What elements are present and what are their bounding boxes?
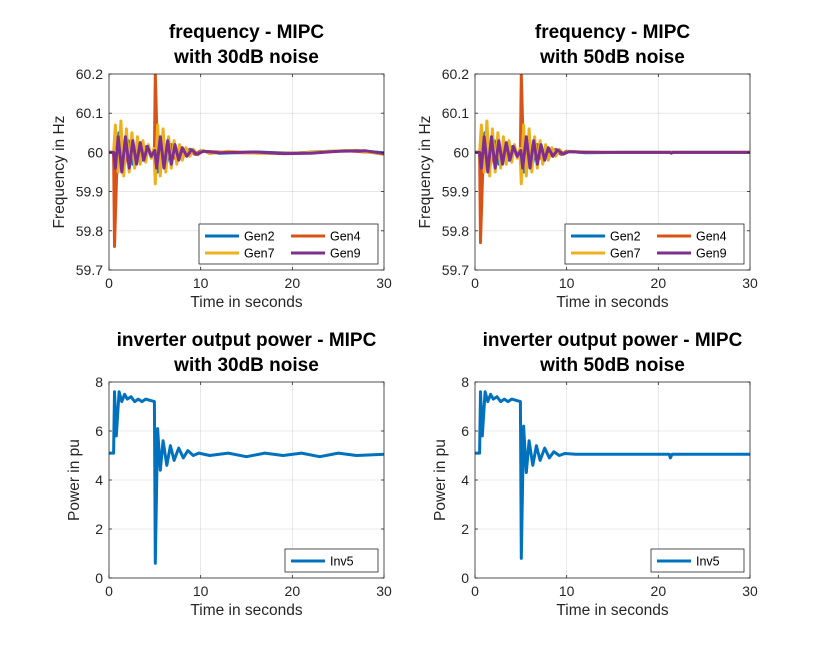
legend-label: Gen4 [696,230,727,244]
chart-title-line: with 50dB noise [539,47,685,68]
legend-label: Inv5 [696,555,720,569]
y-tick-label: 2 [461,521,469,537]
x-tick-label: 0 [471,583,479,599]
y-axis-label: Power in pu [66,439,83,521]
series-line-gen9 [475,135,750,174]
x-tick-label: 10 [193,275,209,291]
series-line-gen9 [109,135,384,174]
axes-box [474,73,751,271]
x-tick-label: 0 [105,583,113,599]
y-tick-label: 6 [461,423,469,439]
y-tick-label: 59.7 [442,262,469,278]
legend-label: Gen7 [244,247,275,261]
legend: Inv5 [650,548,745,573]
x-tick-label: 10 [559,583,575,599]
y-tick-label: 59.8 [442,223,469,239]
series-group [475,390,750,560]
y-tick-label: 60.1 [76,105,103,121]
y-tick-label: 2 [95,521,103,537]
chart-title-line: inverter output power - MIPC [483,330,743,351]
axes-box [108,73,385,271]
legend-label: Gen9 [330,247,361,261]
chart-title-line: with 50dB noise [539,355,685,376]
series-group [475,74,750,245]
legend-label: Gen4 [330,230,361,244]
legend-label: Gen9 [696,247,727,261]
x-tick-label: 30 [742,583,758,599]
x-tick-label: 0 [471,275,479,291]
chart-title-line: frequency - MIPC [169,22,324,43]
chart-panel-pow30: 0 10 20 30 0 2 4 6 8 Time in seconds Power in pu in… [66,330,392,619]
y-tick-label: 60.2 [76,66,103,82]
legend-label: Gen7 [610,247,641,261]
y-tick-label: 8 [461,374,469,390]
x-tick-label: 30 [376,583,392,599]
y-tick-label: 60 [453,144,469,160]
x-tick-label: 20 [651,583,667,599]
x-tick-label: 30 [742,275,758,291]
legend-box [198,223,379,265]
chart-title-line: with 30dB noise [173,47,319,68]
x-axis-label: Time in seconds [190,602,303,619]
y-axis-label: Frequency in Hz [417,116,434,229]
legend-box [564,223,745,265]
x-tick-label: 20 [285,275,301,291]
x-tick-label: 10 [193,583,209,599]
chart-panel-freq50: 0 10 20 30 59.7 59.8 59.9 60 60.1 60.2 Time in sec… [417,22,758,311]
y-axis-label: Power in pu [432,439,449,521]
legend: Gen2 Gen4 Gen7 Gen9 [564,223,745,265]
x-axis-label: Time in seconds [190,294,303,311]
y-tick-label: 4 [95,472,103,488]
legend-box [284,548,379,573]
x-tick-label: 0 [105,275,113,291]
legend-box [650,548,745,573]
y-tick-label: 60 [87,144,103,160]
y-tick-label: 60.1 [442,105,469,121]
series-group [109,390,384,565]
x-tick-label: 20 [651,275,667,291]
chart-title-line: inverter output power - MIPC [117,330,377,351]
chart-title-line: frequency - MIPC [535,22,690,43]
legend: Gen2 Gen4 Gen7 Gen9 [198,223,379,265]
y-tick-label: 0 [95,570,103,586]
x-axis-label: Time in seconds [556,294,669,311]
y-tick-label: 59.9 [442,184,469,200]
legend-label: Gen2 [610,230,641,244]
x-axis-label: Time in seconds [556,602,669,619]
y-tick-label: 8 [95,374,103,390]
chart-panel-pow50: 0 10 20 30 0 2 4 6 8 Time in seconds Power in pu in… [432,330,758,619]
y-tick-label: 59.8 [76,223,103,239]
legend-label: Inv5 [330,555,354,569]
y-tick-label: 59.9 [76,184,103,200]
y-tick-label: 6 [95,423,103,439]
x-tick-label: 20 [285,583,301,599]
y-tick-label: 0 [461,570,469,586]
y-axis-label: Frequency in Hz [51,116,68,229]
chart-panel-freq30: 0 10 20 30 59.7 59.8 59.9 60 60.1 60.2 Time in sec… [51,22,392,311]
legend-label: Gen2 [244,230,275,244]
legend: Inv5 [284,548,379,573]
y-tick-label: 59.7 [76,262,103,278]
series-group [109,74,384,248]
x-tick-label: 30 [376,275,392,291]
chart-title-line: with 30dB noise [173,355,319,376]
series-line-inv5 [475,390,750,560]
x-tick-label: 10 [559,275,575,291]
y-tick-label: 4 [461,472,469,488]
y-tick-label: 60.2 [442,66,469,82]
series-line-inv5 [109,390,384,565]
